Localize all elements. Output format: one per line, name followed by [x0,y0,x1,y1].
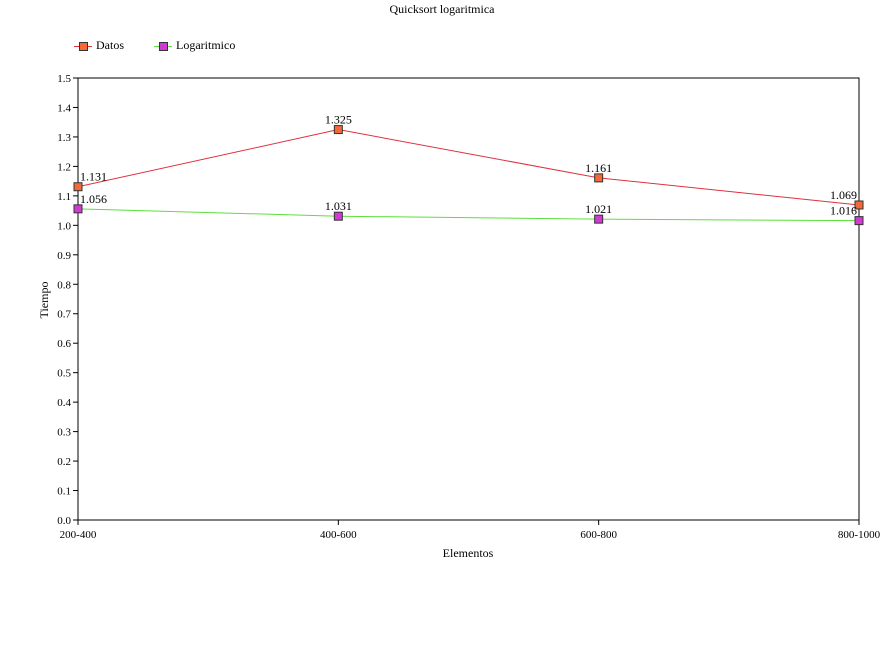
y-tick-label: 0.6 [57,338,71,350]
y-tick-label: 1.2 [57,161,71,173]
legend-item-logaritmico: Logaritmico [154,38,235,53]
data-label: 1.031 [325,199,352,213]
series-layer: 1.131 1.325 1.161 1.069 1.056 1.031 1.021 1.016 [73,113,864,226]
y-tick-label: 1.4 [57,102,71,114]
y-tick-label: 0.9 [57,250,71,262]
data-point [333,125,343,135]
data-point [594,214,604,224]
series-line [77,129,860,206]
y-tick-label: 1.5 [57,73,71,85]
axes: 0.00.10.20.30.40.50.60.70.80.91.01.11.21… [57,73,880,541]
plot-frame [77,77,860,521]
y-tick-label: 0.8 [57,279,71,291]
y-tick-label: 0.5 [57,368,71,380]
data-label: 1.056 [80,192,107,206]
data-label: 1.069 [830,188,857,202]
y-tick-label: 0.1 [57,486,71,498]
data-label: 1.131 [80,170,107,184]
y-tick-label: 1.0 [57,220,71,232]
data-point [73,204,83,214]
data-point [73,182,83,192]
legend-item-datos: Datos [74,38,124,53]
data-point [854,200,864,210]
series-datos: 1.131 1.325 1.161 1.069 [73,113,864,210]
series-line [77,208,860,222]
data-label: 1.016 [830,204,857,218]
legend: Datos Logaritmico [74,38,235,53]
data-point [594,173,604,183]
y-tick-label: 1.3 [57,132,71,144]
data-label: 1.161 [585,161,612,175]
y-axis-label: Tiempo [37,282,51,319]
legend-label-datos: Datos [96,38,124,52]
y-tick-label: 1.1 [57,191,71,203]
x-tick-label: 800-1000 [838,529,881,541]
chart-title: Quicksort logaritmica [390,2,496,16]
x-axis-label: Elementos [443,546,494,560]
y-tick-label: 0.0 [57,515,71,527]
legend-swatch-logaritmico [154,41,172,51]
data-point [854,216,864,226]
y-tick-label: 0.2 [57,456,71,468]
legend-label-logaritmico: Logaritmico [176,38,236,52]
data-point [333,211,343,221]
x-tick-label: 200-400 [60,529,97,541]
x-tick-label: 600-800 [580,529,617,541]
y-tick-label: 0.3 [57,427,71,439]
series-logaritmico: 1.056 1.031 1.021 1.016 [73,192,864,226]
legend-swatch-datos [74,41,92,51]
x-tick-label: 400-600 [320,529,357,541]
y-tick-label: 0.7 [57,309,71,321]
data-label: 1.325 [325,113,352,127]
data-label: 1.021 [585,202,612,216]
y-tick-label: 0.4 [57,397,71,409]
